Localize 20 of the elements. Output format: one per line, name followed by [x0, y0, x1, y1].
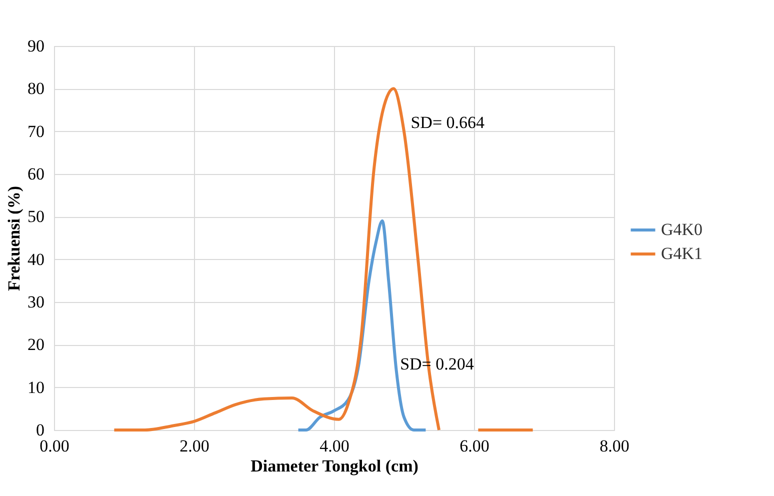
y-tick-label: 50	[28, 207, 44, 226]
x-tick-label: 6.00	[460, 436, 490, 456]
y-tick-label: 10	[28, 378, 44, 397]
legend-label: G4K0	[661, 220, 703, 239]
x-tick-label: 4.00	[320, 436, 350, 456]
y-tick-label: 80	[28, 79, 44, 98]
x-tick-label: 8.00	[600, 436, 630, 456]
y-axis-title: Frekuensi (%)	[4, 186, 24, 291]
y-tick-label: 90	[28, 36, 44, 56]
y-tick-label: 40	[28, 250, 44, 269]
y-tick-label: 60	[28, 164, 44, 184]
y-tick-label: 30	[28, 292, 44, 312]
annotation: SD= 0.664	[410, 112, 486, 132]
legend-label: G4K1	[661, 244, 703, 263]
x-tick-label: 0.00	[40, 436, 70, 456]
y-tick-label: 70	[28, 122, 44, 141]
x-axis-title: Diameter Tongkol (cm)	[250, 456, 418, 476]
y-tick-label: 0	[36, 420, 44, 440]
y-tick-label: 20	[28, 335, 44, 354]
x-tick-label: 2.00	[180, 436, 210, 456]
